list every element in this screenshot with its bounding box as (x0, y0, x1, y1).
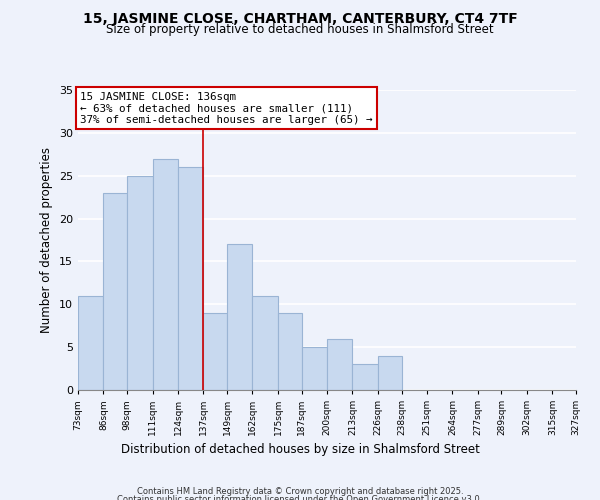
Text: 15 JASMINE CLOSE: 136sqm
← 63% of detached houses are smaller (111)
37% of semi-: 15 JASMINE CLOSE: 136sqm ← 63% of detach… (80, 92, 373, 124)
Bar (127, 176, 152, 390)
Text: Contains public sector information licensed under the Open Government Licence v3: Contains public sector information licen… (118, 495, 482, 500)
Bar (103, 193, 127, 390)
Bar (302, 347, 327, 390)
Bar (227, 244, 253, 390)
Bar (152, 158, 178, 390)
Bar (278, 313, 302, 390)
Bar (378, 356, 401, 390)
Bar (327, 338, 352, 390)
Y-axis label: Number of detached properties: Number of detached properties (40, 147, 53, 333)
Bar (78, 296, 103, 390)
Bar (178, 167, 203, 390)
Text: Size of property relative to detached houses in Shalmsford Street: Size of property relative to detached ho… (106, 22, 494, 36)
Text: 15, JASMINE CLOSE, CHARTHAM, CANTERBURY, CT4 7TF: 15, JASMINE CLOSE, CHARTHAM, CANTERBURY,… (83, 12, 517, 26)
Bar (203, 313, 227, 390)
Bar (253, 296, 278, 390)
Text: Distribution of detached houses by size in Shalmsford Street: Distribution of detached houses by size … (121, 442, 479, 456)
Bar (352, 364, 378, 390)
Text: Contains HM Land Registry data © Crown copyright and database right 2025.: Contains HM Land Registry data © Crown c… (137, 488, 463, 496)
